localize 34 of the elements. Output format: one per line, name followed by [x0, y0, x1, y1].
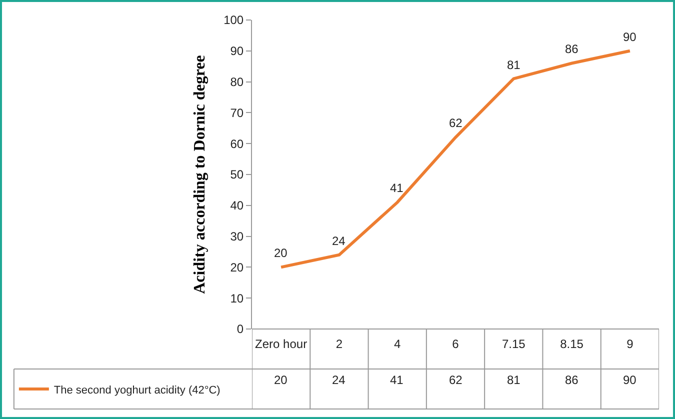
- text: 20: [274, 246, 288, 260]
- x-tick-label: 8.15: [560, 337, 584, 351]
- x-tick-label: 4: [394, 337, 402, 351]
- text: 86: [565, 42, 578, 56]
- data-label: 81: [507, 373, 521, 387]
- x-tick-label: 7.15: [502, 337, 526, 351]
- x-tick-label: 2: [336, 337, 343, 351]
- text: 62: [449, 116, 462, 130]
- data-label: 24: [332, 373, 346, 387]
- y-axis-title: Acidity according to Dornic degree: [191, 55, 208, 294]
- text: 24: [332, 234, 346, 248]
- x-tick-label: Zero hour: [255, 337, 308, 351]
- text: 41: [390, 181, 404, 195]
- y-tick-label: 70: [230, 106, 244, 120]
- y-tick-label: 90: [230, 44, 244, 58]
- data-label: 86: [565, 373, 579, 387]
- y-tick-label: 100: [224, 13, 244, 28]
- y-tick-label: 10: [230, 291, 244, 306]
- y-tick-label: 60: [230, 136, 244, 151]
- data-label: 62: [449, 373, 463, 387]
- legend-label: The second yoghurt acidity (42°C): [54, 384, 220, 396]
- data-label: 90: [623, 373, 637, 387]
- y-tick-label: 30: [230, 230, 244, 244]
- data-label: 41: [390, 373, 404, 387]
- text: 81: [507, 58, 520, 72]
- y-tick-label: 80: [230, 75, 244, 89]
- x-tick-label: 6: [452, 337, 460, 351]
- y-tick-label: 20: [230, 260, 244, 274]
- x-tick-label: 9: [626, 337, 634, 351]
- data-label: 20: [274, 373, 288, 387]
- y-tick-label: 0: [236, 322, 244, 336]
- y-tick-label: 50: [230, 168, 244, 182]
- y-tick-label: 40: [230, 198, 244, 213]
- text: 90: [623, 30, 636, 44]
